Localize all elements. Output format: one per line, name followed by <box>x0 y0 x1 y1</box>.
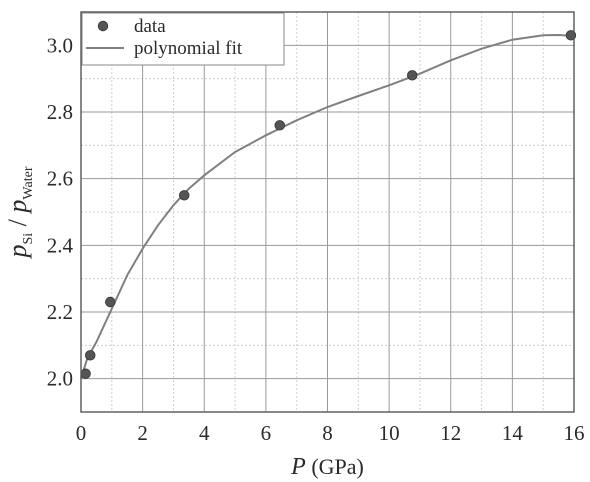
x-tick-label: 2 <box>137 421 148 445</box>
x-tick-label: 8 <box>322 421 333 445</box>
legend: data polynomial fit <box>81 12 285 66</box>
legend-fit-label: polynomial fit <box>134 38 243 59</box>
x-tick-label: 6 <box>261 421 272 445</box>
data-point <box>80 368 91 379</box>
x-tick-label: 12 <box>440 421 461 445</box>
data-point <box>105 296 116 308</box>
data-point <box>407 70 418 81</box>
data-point <box>179 190 190 201</box>
data-point <box>85 350 96 361</box>
grid <box>81 11 574 413</box>
x-tick-label: 4 <box>199 421 210 445</box>
plot-frame <box>80 11 575 413</box>
y-tick-labels: 2.0 2.2 2.4 2.6 2.8 3.0 <box>47 33 74 390</box>
y-tick-label: 2.4 <box>47 233 74 257</box>
legend-data-label: data <box>134 16 166 37</box>
data-series <box>80 30 577 379</box>
y-axis-slash: / <box>3 213 32 233</box>
y-tick-label: 2.2 <box>47 300 73 324</box>
x-tick-label: 10 <box>379 421 400 445</box>
legend-data-marker <box>97 20 109 32</box>
x-tick-label: 16 <box>564 421 585 445</box>
y-axis-sub1: Si <box>21 233 36 245</box>
y-axis-p1: p <box>3 245 32 260</box>
data-point <box>274 120 285 131</box>
x-axis-var: P <box>290 454 306 480</box>
y-tick-label: 3.0 <box>47 33 73 57</box>
x-axis-label: P (GPa) <box>290 454 364 480</box>
fit-line <box>80 33 575 379</box>
fit-series <box>80 33 575 379</box>
y-axis-label: pSi / pWater <box>3 166 36 259</box>
x-tick-label: 0 <box>76 421 87 445</box>
y-axis-sub2: Water <box>21 166 36 199</box>
x-axis-unit: (GPa) <box>306 454 364 479</box>
y-axis-p2: p <box>3 200 32 215</box>
y-tick-label: 2.8 <box>47 100 73 124</box>
x-tick-labels: 0 2 4 6 8 10 12 14 16 <box>76 421 585 445</box>
legend-box <box>81 12 285 66</box>
y-tick-label: 2.6 <box>47 167 73 191</box>
x-tick-label: 14 <box>502 421 524 445</box>
y-tick-label: 2.0 <box>47 367 73 391</box>
